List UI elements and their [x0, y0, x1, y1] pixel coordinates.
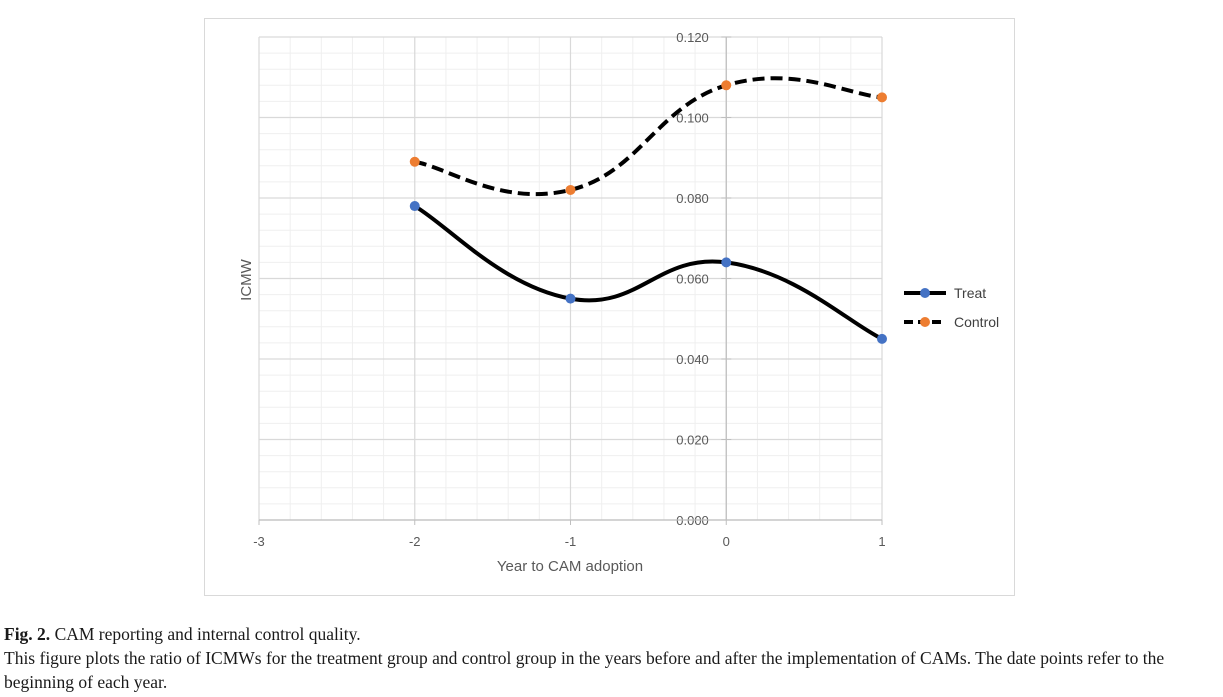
y-tick-label: 0.100 — [676, 111, 709, 126]
y-tick-label: 0.120 — [676, 30, 709, 45]
y-tick-label: 0.060 — [676, 272, 709, 287]
legend-marker-control — [920, 317, 930, 327]
series-layer — [409, 76, 887, 344]
data-point-treat — [877, 333, 887, 344]
x-tick-label: -2 — [409, 534, 421, 549]
data-point-control — [565, 184, 576, 195]
caption-label: Fig. 2. — [4, 624, 51, 644]
y-tick-label: 0.080 — [676, 191, 709, 206]
series-line-treat — [413, 204, 883, 341]
legend: Treat Control — [904, 285, 999, 330]
caption-title: CAM reporting and internal control quali… — [54, 624, 361, 644]
data-point-control — [721, 80, 732, 91]
data-point-control — [409, 156, 420, 167]
x-tick-label: -3 — [253, 534, 265, 549]
y-tick-label: 0.040 — [676, 352, 709, 367]
legend-marker-treat — [920, 288, 930, 298]
legend-label-control: Control — [954, 314, 999, 330]
x-tick-label: -1 — [565, 534, 577, 549]
data-point-control — [877, 92, 887, 103]
data-point-treat — [565, 293, 576, 304]
grid-layer — [258, 36, 883, 521]
y-tick-label: 0.020 — [676, 433, 709, 448]
series-line-control — [414, 76, 883, 197]
legend-label-treat: Treat — [954, 285, 986, 301]
y-axis-title: ICMW — [238, 258, 255, 300]
data-point-treat — [721, 257, 732, 268]
x-axis-title: Year to CAM adoption — [497, 558, 643, 575]
figure-caption: Fig. 2. CAM reporting and internal contr… — [4, 622, 1219, 694]
chart-frame — [204, 18, 1015, 596]
data-point-treat — [409, 201, 420, 212]
caption-text: This figure plots the ratio of ICMWs for… — [4, 648, 1165, 692]
x-tick-label: 0 — [723, 534, 730, 549]
x-tick-label: 1 — [878, 534, 885, 549]
